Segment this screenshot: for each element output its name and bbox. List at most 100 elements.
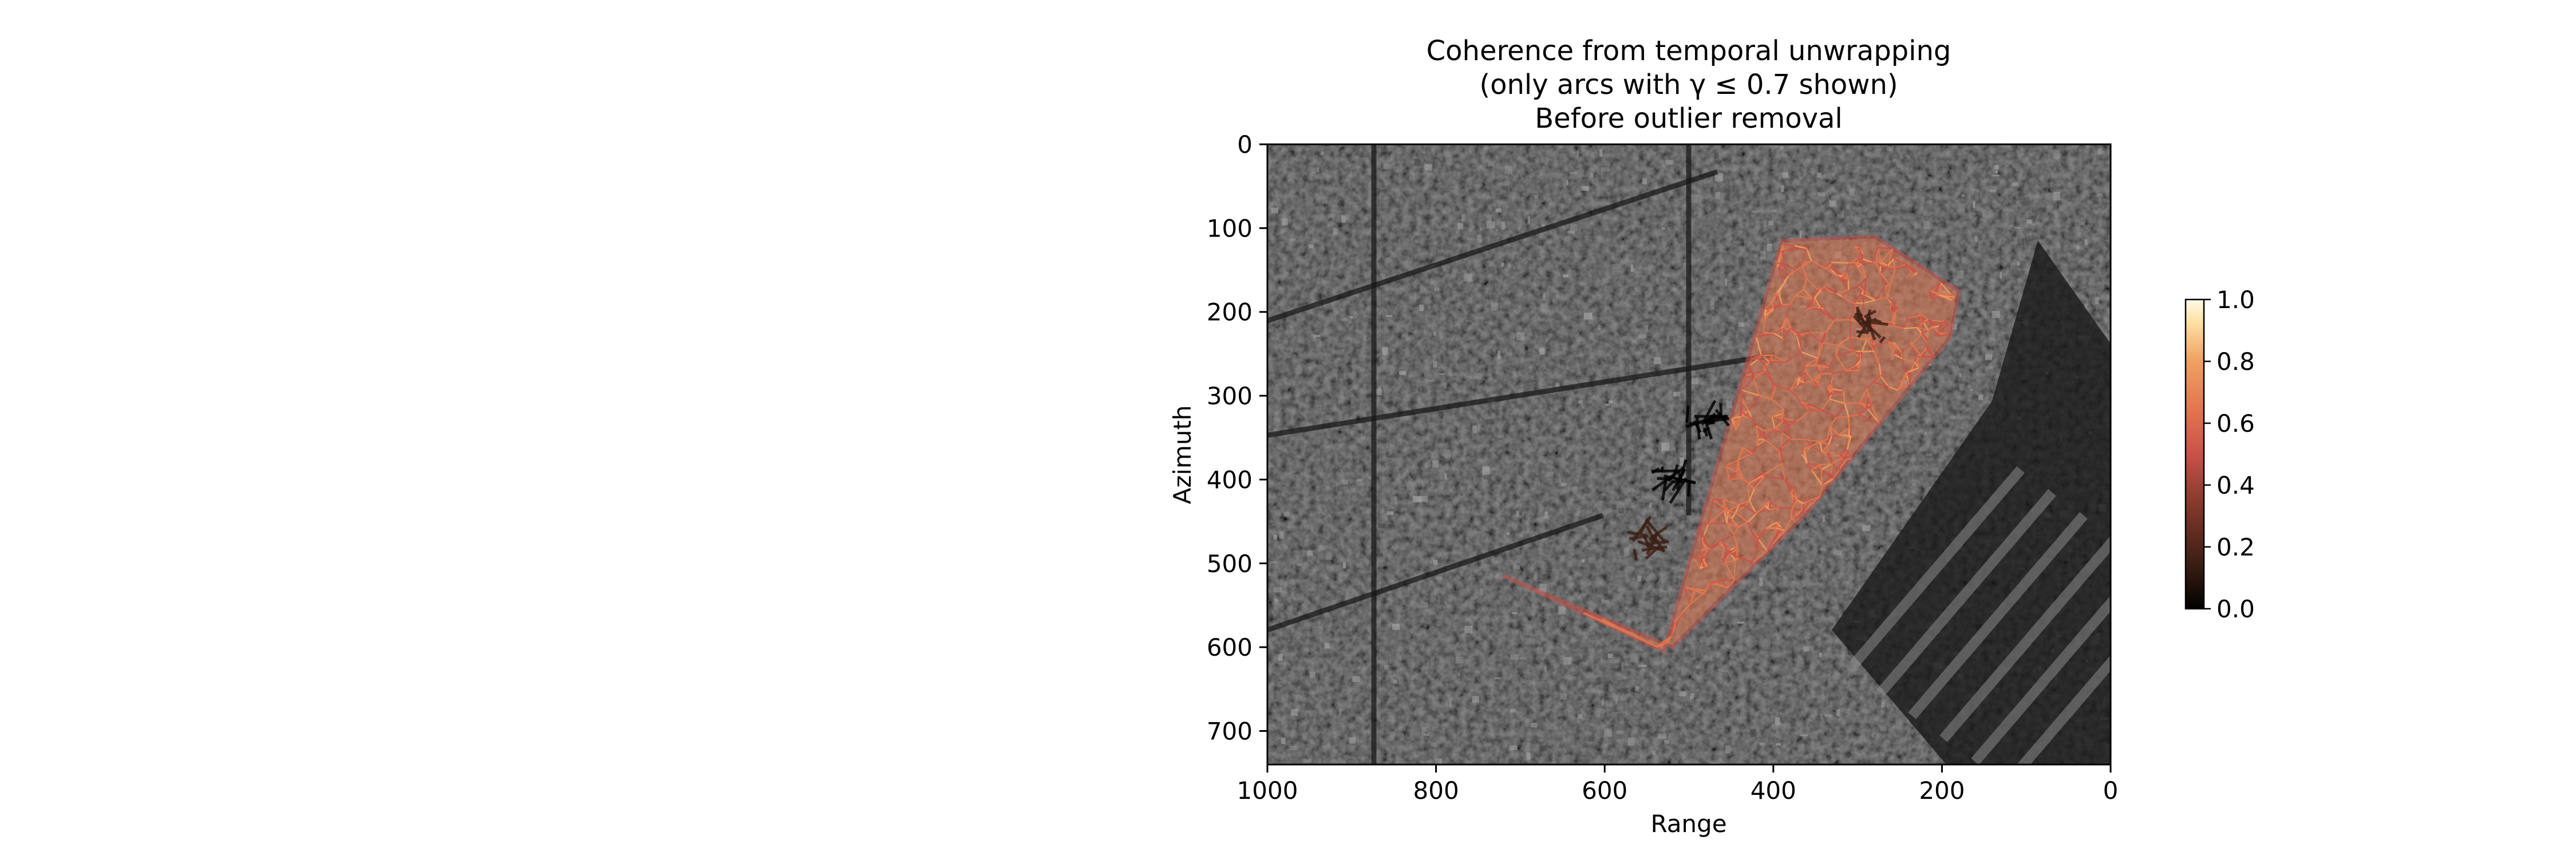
- sar-speckle: [1376, 388, 1382, 395]
- pier: [1939, 535, 2111, 742]
- sar-speckle: [1542, 574, 1548, 581]
- colorbar-tick-label: 0.8: [2217, 348, 2255, 376]
- x-tick-label: 800: [1413, 777, 1459, 805]
- sar-speckle: [1849, 188, 1855, 196]
- sar-speckle: [1527, 216, 1531, 224]
- sar-speckle: [1280, 325, 1282, 330]
- sar-speckle: [1540, 303, 1548, 312]
- low-coherence-arc: [1651, 467, 1660, 474]
- sar-speckle: [1526, 752, 1531, 760]
- sar-speckle: [1520, 283, 1526, 289]
- sar-speckle: [1472, 425, 1477, 434]
- sar-speckle: [1326, 553, 1332, 561]
- sar-speckle: [1633, 322, 1641, 325]
- sar-speckle: [1597, 325, 1601, 331]
- sar-speckle: [1412, 701, 1421, 708]
- arc: [1795, 270, 1807, 279]
- arc: [1827, 389, 1830, 395]
- arc: [1699, 550, 1705, 558]
- arc: [1738, 467, 1744, 479]
- arc: [1855, 262, 1862, 265]
- arc: [1752, 534, 1758, 547]
- chart-title: Coherence from temporal unwrapping (only…: [1427, 35, 1951, 135]
- arc: [1836, 293, 1843, 297]
- arc: [1748, 488, 1755, 501]
- arc: [1858, 413, 1880, 424]
- arc: [1709, 579, 1722, 584]
- sar-speckle: [1799, 146, 1803, 155]
- arc: [1917, 348, 1927, 358]
- sar-speckle: [1487, 214, 1492, 222]
- sar-speckle: [1737, 728, 1746, 733]
- sar-speckle: [1992, 310, 2000, 318]
- arc: [1916, 321, 1923, 328]
- arc: [1905, 263, 1916, 273]
- sar-speckle: [1319, 379, 1325, 383]
- arc: [1846, 262, 1850, 273]
- arc: [1806, 306, 1814, 311]
- sar-speckle: [1332, 535, 1336, 539]
- sar-speckle: [1959, 257, 1962, 264]
- sar-speckle: [1645, 318, 1653, 322]
- sar-speckle: [1624, 155, 1628, 163]
- arc: [1741, 377, 1755, 391]
- arc: [1929, 290, 1932, 299]
- arc: [1690, 593, 1704, 605]
- arc: [1684, 586, 1706, 592]
- sar-speckle: [1270, 546, 1274, 551]
- pier: [2017, 655, 2111, 765]
- sar-speckle: [1341, 215, 1346, 223]
- arc: [1776, 252, 1781, 264]
- sar-speckle: [1433, 559, 1438, 565]
- sar-speckle: [1886, 479, 1889, 483]
- sar-speckle: [1468, 233, 1476, 240]
- sar-speckle: [1772, 160, 1776, 163]
- sar-speckle: [1636, 227, 1642, 236]
- sar-speckle: [1479, 226, 1482, 231]
- sar-speckle: [1551, 667, 1556, 672]
- sar-speckle: [1744, 661, 1750, 666]
- sar-speckle: [1854, 755, 1862, 759]
- sar-speckle: [1354, 284, 1361, 291]
- sar-speckle: [1290, 708, 1298, 716]
- sar-speckle: [1420, 286, 1425, 289]
- arc: [1725, 459, 1739, 467]
- sar-speckle: [1709, 636, 1712, 639]
- sar-speckle: [1781, 195, 1785, 203]
- sar-speckle: [1582, 559, 1585, 563]
- sar-speckle: [1281, 218, 1288, 226]
- arc: [1756, 546, 1768, 552]
- sar-speckle: [1601, 698, 1604, 706]
- arc: [1923, 320, 1932, 324]
- y-tick-label: 0: [1237, 131, 1253, 159]
- sar-speckle: [1804, 647, 1809, 652]
- arc: [1788, 421, 1797, 426]
- arc: [1873, 350, 1880, 365]
- sar-speckle: [1479, 418, 1482, 421]
- arc: [1921, 333, 1928, 340]
- arc: [1852, 350, 1862, 361]
- sar-speckle: [1367, 476, 1372, 480]
- arc: [1862, 350, 1875, 353]
- arc: [1783, 262, 1796, 271]
- arc: [1758, 358, 1766, 367]
- arc: [1735, 512, 1749, 523]
- arc: [1939, 294, 1955, 298]
- sar-speckle: [1768, 220, 1774, 226]
- sar-speckle: [1803, 582, 1808, 586]
- x-tick-label: 400: [1751, 777, 1796, 805]
- sar-speckle: [1834, 747, 1840, 751]
- sar-speckle: [1272, 477, 1279, 481]
- sar-speckle: [1581, 186, 1589, 191]
- arc: [1822, 478, 1834, 486]
- sar-speckle: [1511, 606, 1518, 614]
- sar-speckle: [1630, 264, 1634, 272]
- arc: [1929, 282, 1941, 291]
- sar-speckle: [1985, 354, 1992, 360]
- arc: [1854, 293, 1862, 304]
- arc: [1875, 297, 1888, 301]
- sar-speckle: [1478, 262, 1483, 265]
- sar-speckle: [1423, 734, 1429, 736]
- arc: [1751, 417, 1757, 427]
- arc: [1845, 457, 1852, 461]
